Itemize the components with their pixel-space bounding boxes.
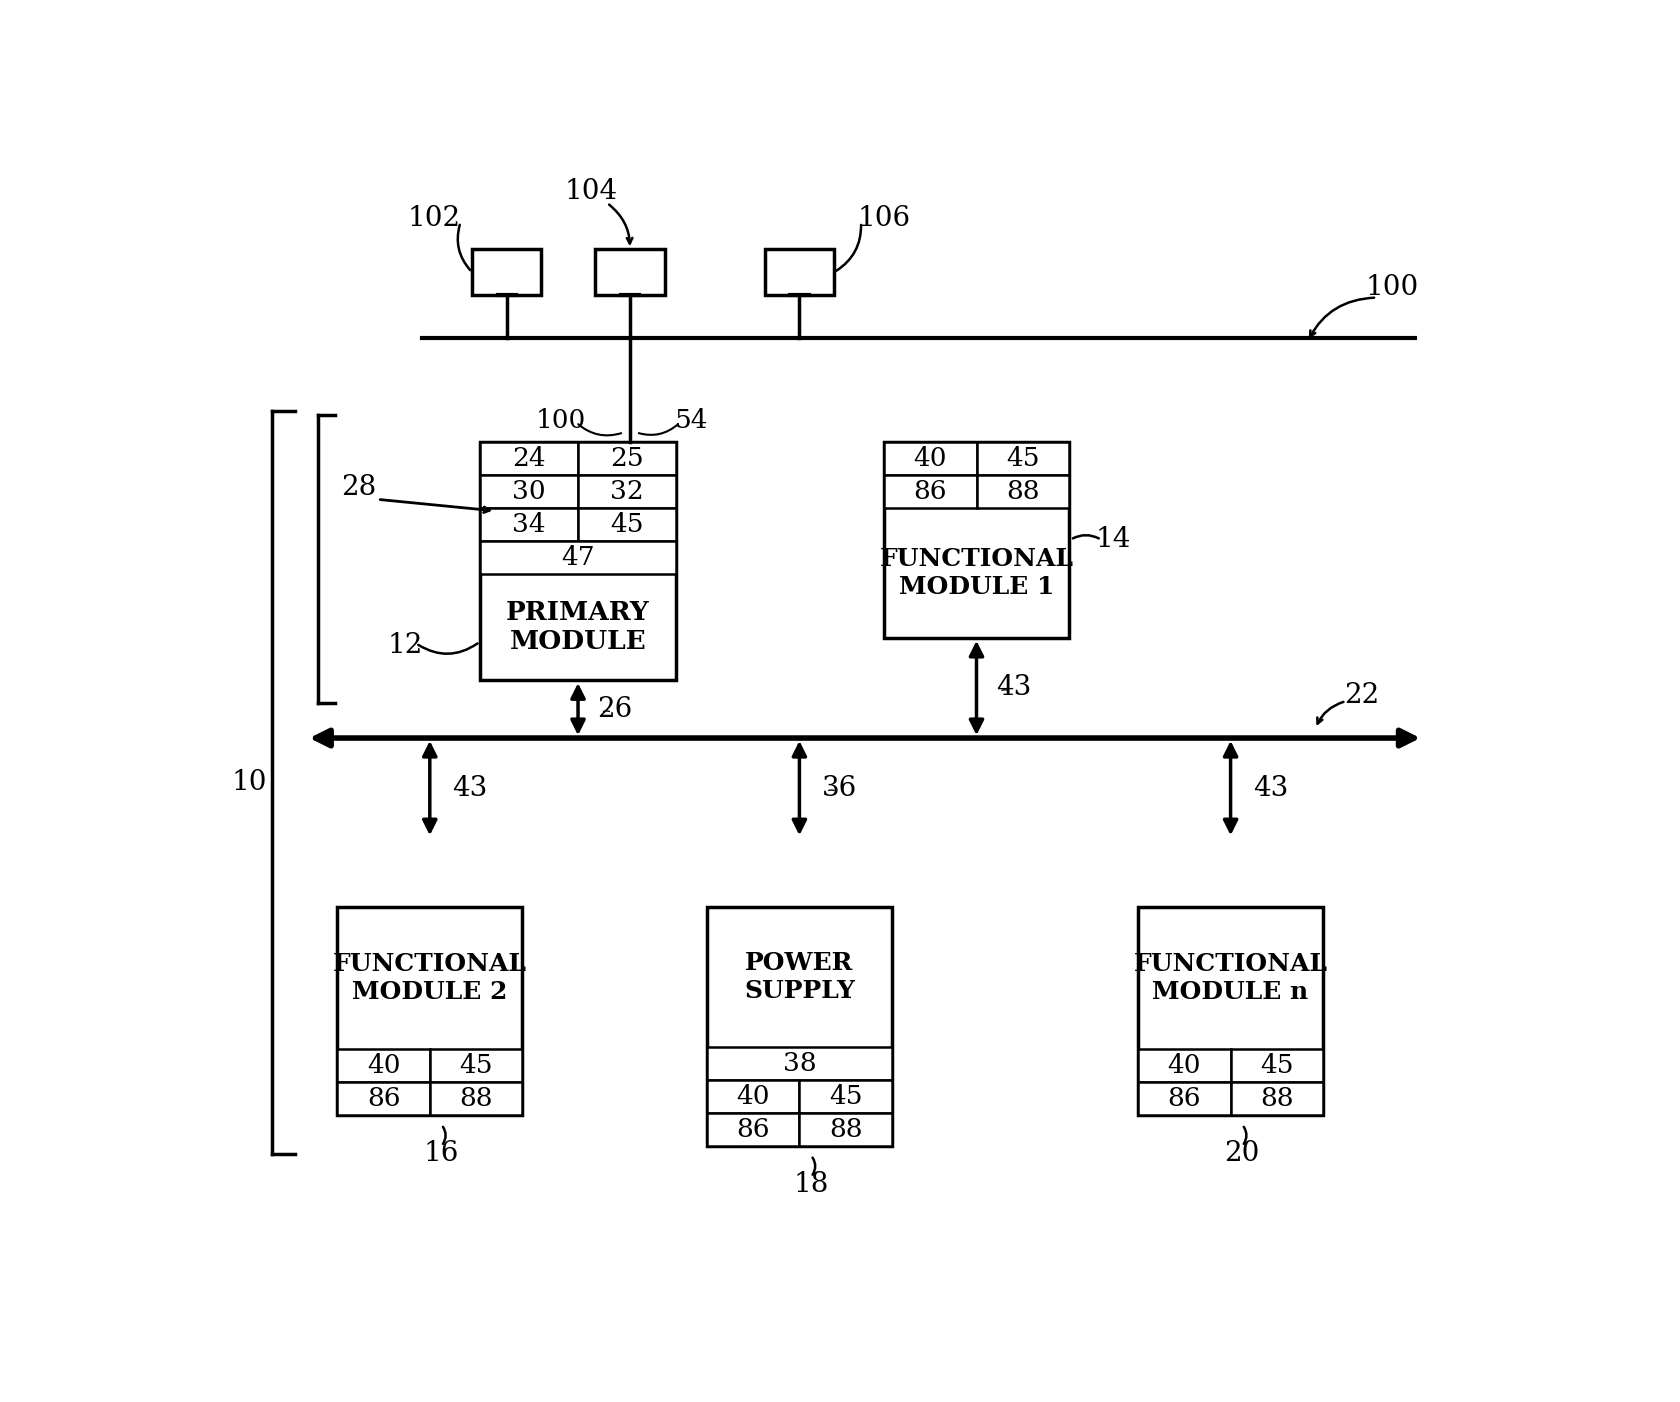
- Text: 40: 40: [366, 1053, 400, 1078]
- Bar: [578, 442, 675, 475]
- Text: 45: 45: [828, 1084, 862, 1109]
- Text: FUNCTIONAL
MODULE 1: FUNCTIONAL MODULE 1: [880, 547, 1074, 599]
- Bar: [707, 1080, 800, 1113]
- Text: 38: 38: [783, 1052, 816, 1075]
- Text: 45: 45: [459, 1053, 492, 1078]
- Bar: [800, 1080, 892, 1113]
- Text: 40: 40: [736, 1084, 769, 1109]
- Text: PRIMARY
MODULE: PRIMARY MODULE: [506, 600, 650, 655]
- Text: 104: 104: [564, 178, 618, 205]
- Bar: [480, 475, 578, 508]
- Text: 40: 40: [1168, 1053, 1201, 1078]
- Text: 14: 14: [1095, 526, 1131, 554]
- Text: 34: 34: [512, 512, 546, 537]
- Text: 16: 16: [423, 1140, 459, 1168]
- Bar: [707, 1047, 892, 1080]
- Bar: [976, 475, 1068, 508]
- Bar: [430, 1049, 522, 1082]
- Bar: [480, 442, 578, 475]
- Bar: [480, 442, 677, 680]
- Text: 25: 25: [610, 446, 643, 471]
- Bar: [338, 1049, 430, 1082]
- Text: 43: 43: [996, 674, 1032, 701]
- Bar: [338, 1082, 430, 1116]
- Text: 86: 86: [914, 478, 948, 503]
- Text: 20: 20: [1225, 1140, 1260, 1168]
- Bar: [884, 442, 1068, 638]
- Text: 100: 100: [536, 408, 586, 433]
- Text: 86: 86: [736, 1117, 769, 1143]
- Bar: [578, 475, 675, 508]
- Bar: [764, 250, 833, 296]
- Text: 12: 12: [388, 632, 423, 659]
- Text: 40: 40: [914, 446, 948, 471]
- Bar: [480, 508, 578, 541]
- Bar: [595, 250, 665, 296]
- Text: POWER
SUPPLY: POWER SUPPLY: [744, 951, 855, 1002]
- Bar: [800, 1113, 892, 1147]
- Text: 45: 45: [1006, 446, 1040, 471]
- Text: 54: 54: [675, 408, 709, 433]
- Text: 36: 36: [822, 774, 857, 802]
- Bar: [884, 475, 976, 508]
- Bar: [976, 442, 1068, 475]
- Bar: [707, 907, 892, 1147]
- Text: 102: 102: [407, 205, 460, 231]
- Text: 45: 45: [610, 512, 643, 537]
- Text: 100: 100: [1366, 273, 1420, 301]
- Text: 22: 22: [1344, 683, 1379, 709]
- Bar: [578, 508, 675, 541]
- Text: 106: 106: [857, 205, 911, 231]
- Bar: [1230, 1082, 1324, 1116]
- Bar: [472, 250, 541, 296]
- Text: 88: 88: [828, 1117, 862, 1143]
- Text: FUNCTIONAL
MODULE n: FUNCTIONAL MODULE n: [1134, 952, 1327, 1004]
- Bar: [707, 1113, 800, 1147]
- Text: 47: 47: [561, 545, 595, 571]
- Bar: [338, 907, 522, 1116]
- Text: 26: 26: [598, 695, 633, 722]
- Text: 88: 88: [459, 1087, 492, 1112]
- Text: 18: 18: [793, 1171, 828, 1199]
- Bar: [1139, 1049, 1231, 1082]
- Bar: [1230, 1049, 1324, 1082]
- Bar: [1139, 907, 1324, 1116]
- Text: 10: 10: [232, 768, 267, 796]
- Text: 86: 86: [366, 1087, 400, 1112]
- Text: 43: 43: [1253, 774, 1289, 802]
- Text: 88: 88: [1006, 478, 1040, 503]
- Text: 30: 30: [512, 478, 546, 503]
- Bar: [884, 442, 976, 475]
- Text: 86: 86: [1168, 1087, 1201, 1112]
- Bar: [430, 1082, 522, 1116]
- Text: FUNCTIONAL
MODULE 2: FUNCTIONAL MODULE 2: [333, 952, 528, 1004]
- Bar: [1139, 1082, 1231, 1116]
- Text: 24: 24: [512, 446, 546, 471]
- Text: 28: 28: [341, 474, 376, 502]
- Text: 45: 45: [1260, 1053, 1294, 1078]
- Bar: [480, 541, 677, 573]
- Text: 43: 43: [452, 774, 487, 802]
- Text: 88: 88: [1260, 1087, 1294, 1112]
- Text: 32: 32: [610, 478, 643, 503]
